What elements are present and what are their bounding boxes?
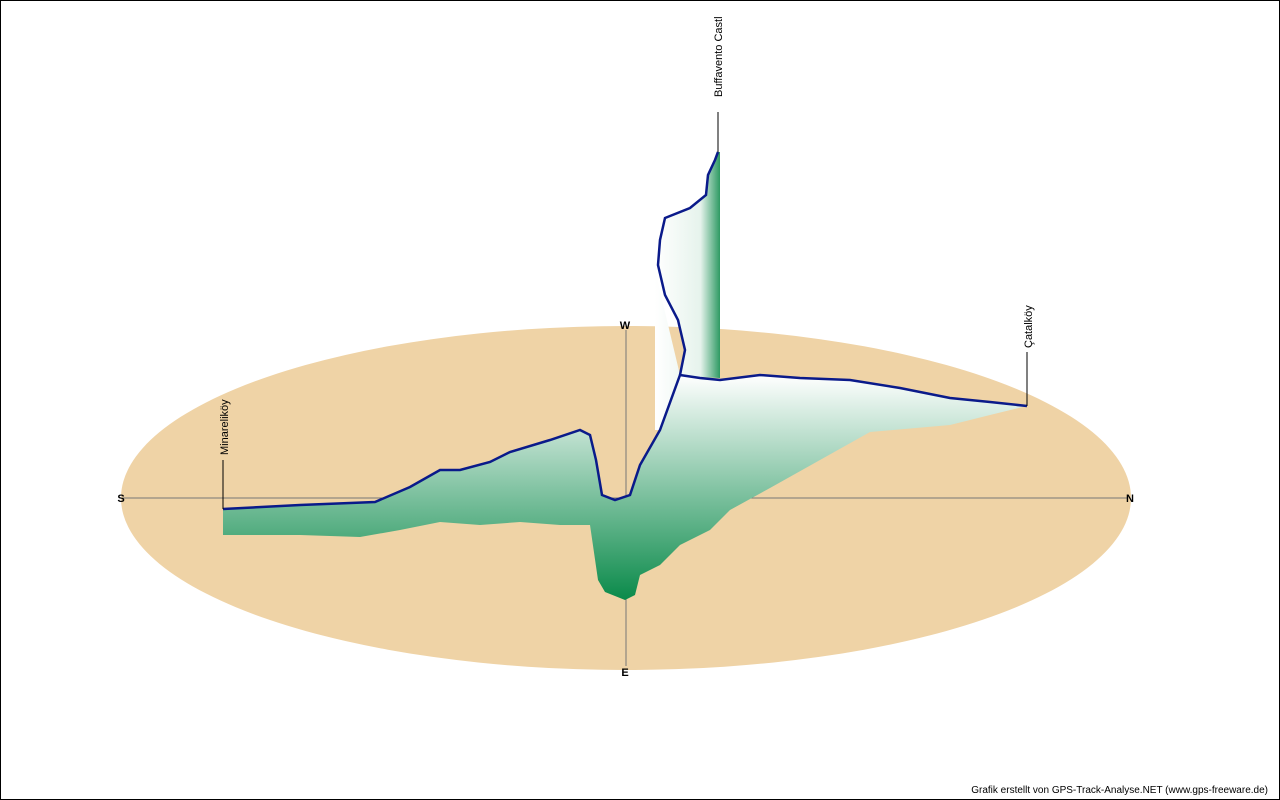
compass-label: S: [117, 493, 124, 505]
credit: Grafik erstellt von GPS-Track-Analyse.NE…: [971, 785, 1268, 796]
elevation-ribbon: [223, 375, 1027, 600]
waypoint-label: Minareliköy: [219, 399, 231, 455]
waypoint-label: Buffavento Castl: [713, 16, 725, 97]
track-line: [222, 373, 1028, 511]
castle-track-line: [656, 151, 720, 376]
castle-wall: [655, 152, 720, 430]
compass-label: E: [621, 667, 628, 679]
waypoint-label: Çatalköy: [1023, 305, 1035, 348]
compass-label: N: [1126, 493, 1134, 505]
compass-label: W: [620, 320, 631, 332]
